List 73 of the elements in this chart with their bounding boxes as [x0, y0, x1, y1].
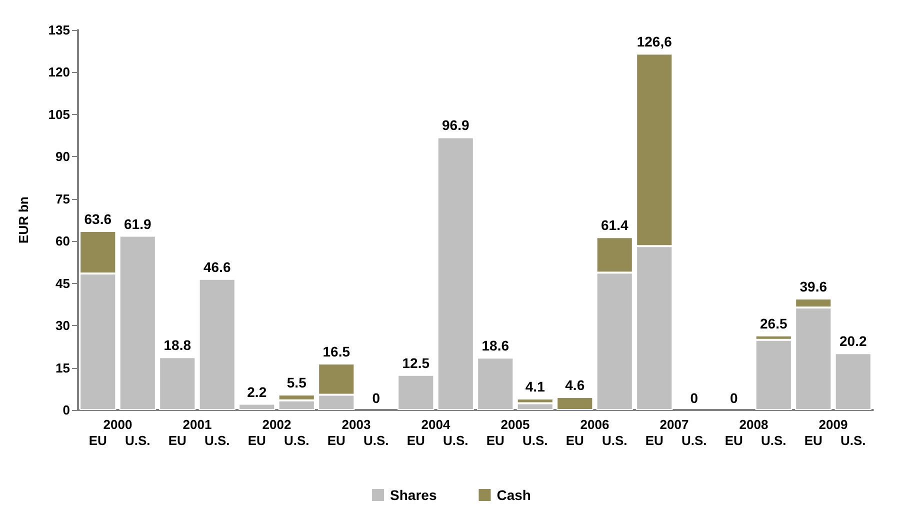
text: 2009	[818, 417, 848, 432]
bar	[755, 340, 792, 410]
total-label: 39.6	[800, 278, 828, 295]
total-label: 18.6	[482, 338, 510, 354]
total-label: 96.9	[442, 117, 470, 134]
y-tick-label: 120	[48, 64, 70, 80]
x-tick-label: U.S.	[284, 433, 310, 448]
x-tick-label: EU	[724, 433, 743, 448]
x-tick-label: U.S.	[760, 433, 786, 448]
bar	[398, 374, 434, 410]
text: 2002	[262, 417, 292, 432]
total-label: 20.2	[840, 333, 867, 350]
total-label: 61.9	[124, 216, 152, 232]
bar	[238, 404, 276, 410]
x-tick-label: EU	[248, 433, 266, 448]
bar	[556, 397, 594, 410]
text: 2004	[421, 417, 451, 432]
x-tick-label: EU	[327, 433, 346, 448]
total-label: 5.5	[286, 374, 307, 391]
y-axis-title: EUR bn	[16, 196, 31, 244]
y-tick-label: 60	[56, 234, 70, 249]
total-label: 16.5	[322, 344, 350, 360]
y-tick-label: 105	[48, 106, 70, 122]
total-label: 0	[730, 390, 738, 406]
y-tick-label: 45	[56, 276, 70, 291]
total-label: 2.2	[247, 384, 267, 400]
total-label: 63.6	[84, 210, 112, 227]
x-tick-label: U.S.	[602, 433, 628, 448]
total-label: 4.6	[565, 377, 585, 394]
total-label: 0	[372, 390, 380, 406]
x-tick-label: EU	[88, 433, 107, 448]
x-tick-label: U.S.	[204, 433, 230, 448]
text: 2006	[580, 417, 610, 432]
total-label: 0	[690, 390, 698, 406]
text: 2008	[739, 417, 768, 432]
bar	[198, 278, 236, 410]
x-tick-label: EU	[566, 433, 584, 448]
y-tick-label: 90	[56, 149, 70, 164]
x-tick-label: U.S.	[442, 433, 468, 448]
total-label: 18.8	[164, 337, 192, 354]
bar	[119, 236, 156, 410]
total-label: 12.5	[402, 354, 430, 371]
bar	[437, 137, 474, 410]
text: 2000	[103, 417, 132, 432]
y-tick-label: 135	[48, 22, 70, 38]
bar	[477, 358, 514, 410]
y-tick-label: 15	[56, 360, 70, 376]
y-tick-label: 75	[56, 191, 70, 206]
x-tick-label: EU	[804, 433, 822, 448]
text: 2005	[500, 417, 530, 432]
x-tick-label: U.S.	[124, 433, 150, 448]
y-tick-label: 30	[56, 318, 70, 334]
x-tick-label: EU	[406, 433, 425, 448]
bar	[834, 353, 872, 410]
x-tick-label: U.S.	[681, 433, 707, 448]
x-tick-label: EU	[486, 433, 504, 448]
bar	[159, 357, 196, 410]
text: 2003	[342, 417, 371, 432]
legend-label: Cash	[496, 487, 531, 503]
x-tick-label: U.S.	[840, 433, 866, 448]
x-tick-label: EU	[168, 433, 186, 448]
x-tick-label: U.S.	[363, 433, 389, 448]
y-tick-label: 0	[62, 402, 70, 418]
x-tick-label: EU	[645, 433, 664, 448]
total-label: 61.4	[601, 217, 628, 234]
text: 2001	[182, 417, 212, 432]
x-tick-label: U.S.	[522, 433, 548, 448]
total-label: 26.5	[760, 315, 788, 332]
text: 2007	[660, 417, 689, 432]
total-label: 4.1	[525, 378, 546, 394]
total-label: 126,6	[636, 34, 672, 50]
total-label: 46.6	[204, 258, 231, 275]
legend-label: Shares	[390, 487, 437, 503]
